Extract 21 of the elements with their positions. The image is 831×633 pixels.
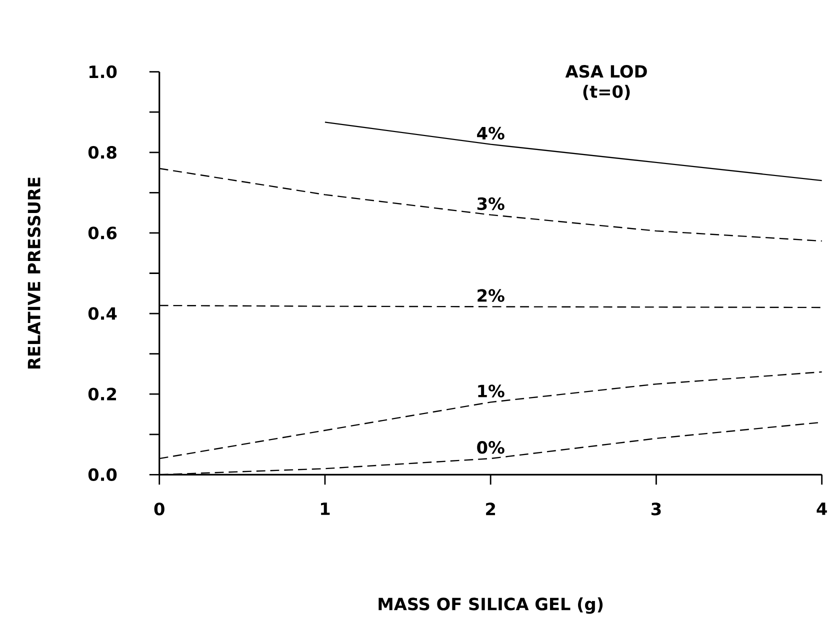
x-tick-label: 1 — [321, 502, 330, 515]
x-axis-title: MASS OF SILICA GEL (g) — [378, 597, 603, 614]
y-tick-label: 0.0 — [88, 468, 117, 482]
annotation: (t=0) — [583, 84, 630, 100]
y-tick-label: 0.8 — [88, 146, 116, 159]
x-tick-label: 3 — [651, 502, 661, 516]
y-tick-label: 0.6 — [88, 226, 117, 240]
series-label: 4% — [477, 126, 504, 140]
x-tick-label: 0 — [154, 502, 164, 516]
y-axis-title: RELATIVE PRESSURE — [28, 178, 40, 368]
line-series — [324, 122, 822, 182]
series-label: 2% — [478, 289, 504, 302]
series-label: 0% — [477, 441, 504, 454]
x-tick-label: 4 — [816, 502, 827, 515]
series-label: 1% — [478, 384, 504, 398]
y-tick-label: 1.0 — [90, 65, 117, 78]
y-tick-label: 0.4 — [88, 307, 117, 320]
series-label: 3% — [477, 197, 504, 210]
annotation: ASA LOD — [565, 65, 647, 78]
x-tick-label: 2 — [486, 502, 495, 516]
y-tick-label: 0.2 — [88, 388, 116, 400]
